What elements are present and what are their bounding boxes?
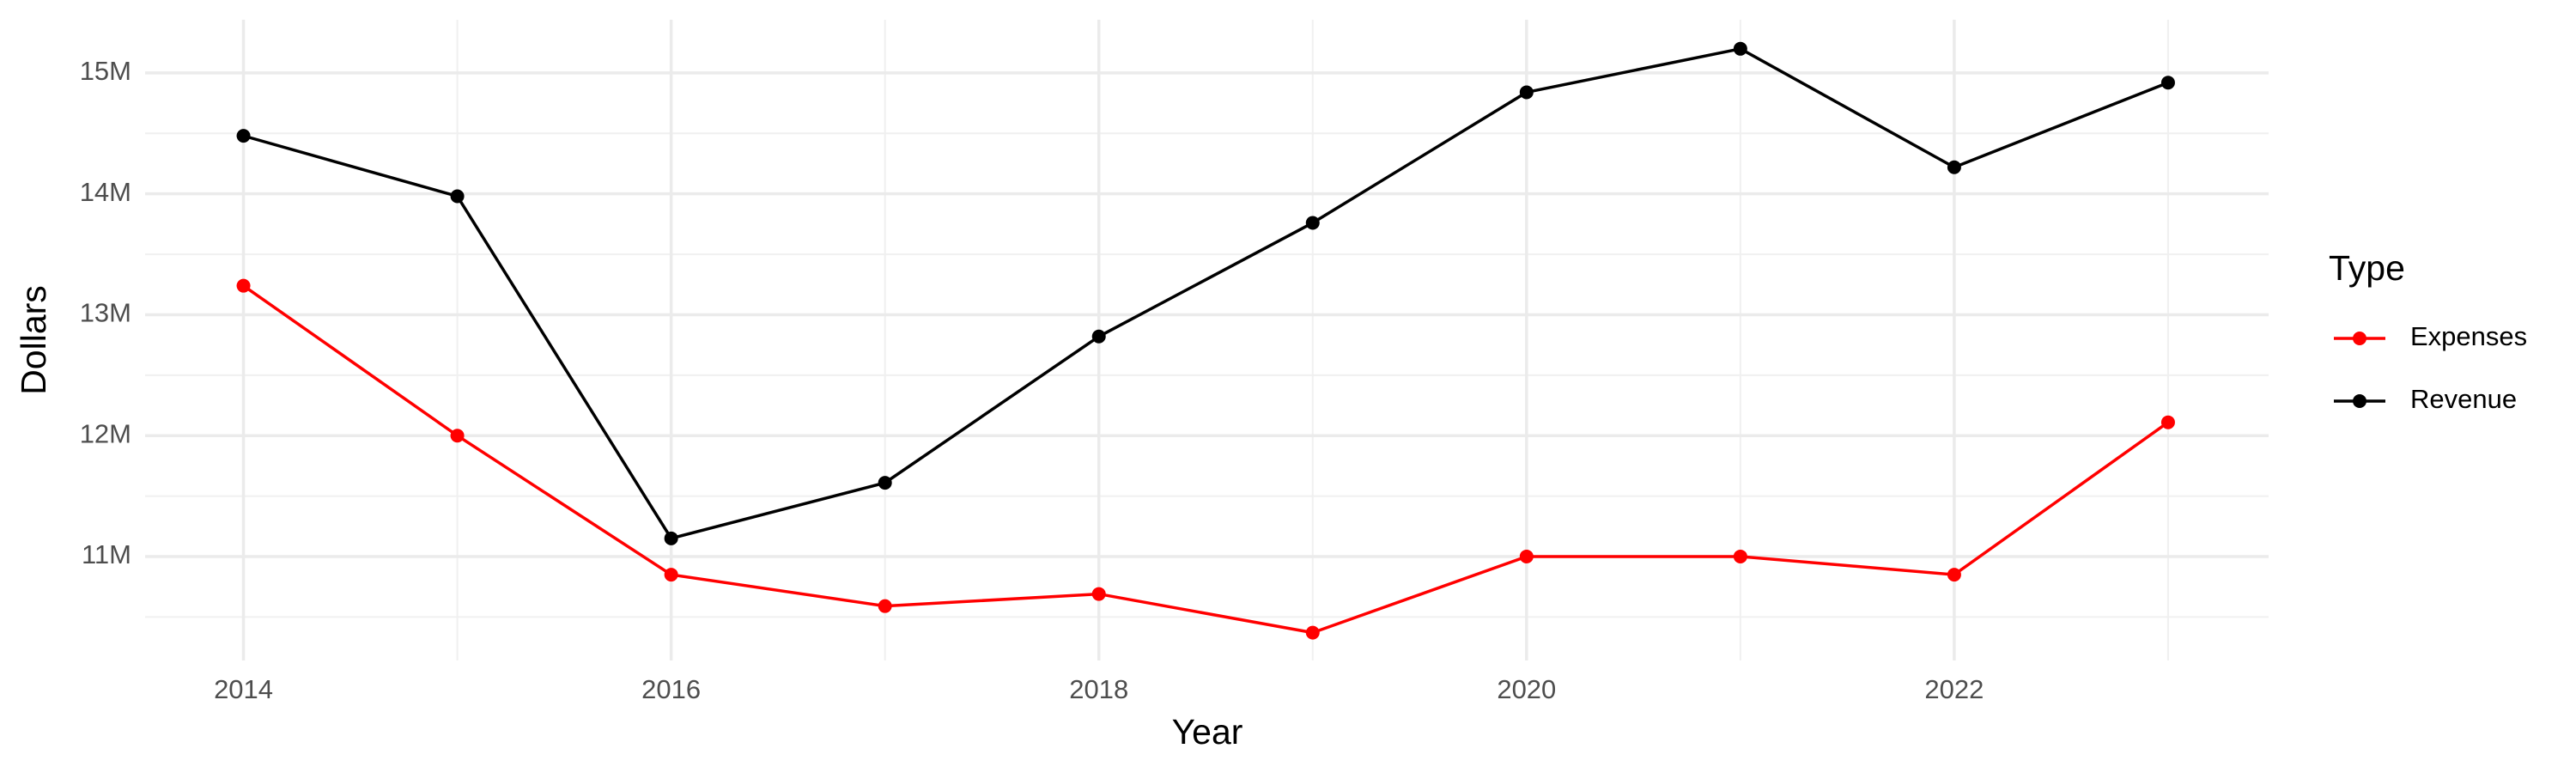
data-point	[1091, 329, 1106, 344]
data-point	[1305, 216, 1320, 230]
data-point	[1947, 160, 1961, 174]
data-point	[1733, 41, 1747, 56]
data-point	[450, 189, 465, 204]
series-line	[243, 46, 2169, 540]
x-tick-label: 2014	[214, 674, 273, 704]
y-tick-label: 13M	[80, 298, 131, 328]
x-tick-label: 2016	[641, 674, 701, 704]
y-tick-label: 14M	[80, 177, 131, 207]
data-point	[878, 476, 892, 490]
data-point	[664, 568, 678, 582]
data-point	[1519, 85, 1534, 100]
data-point	[450, 429, 465, 443]
data-point	[1519, 549, 1534, 563]
y-axis-title: Dollars	[14, 285, 53, 395]
data-point	[2160, 415, 2175, 429]
x-tick-label: 2022	[1924, 674, 1984, 704]
data-point	[1733, 549, 1747, 563]
x-tick-label: 2018	[1069, 674, 1128, 704]
data-point	[664, 531, 678, 545]
y-tick-label: 11M	[82, 539, 131, 569]
legend-title: Type	[2329, 248, 2405, 288]
data-point	[1091, 587, 1106, 601]
data-point	[236, 129, 251, 143]
x-tick-label: 2020	[1497, 674, 1556, 704]
data-point	[236, 278, 251, 293]
data-point	[878, 599, 892, 613]
y-tick-label: 12M	[80, 418, 131, 448]
data-point	[1305, 625, 1320, 640]
data-point	[2160, 76, 2175, 90]
x-axis-title: Year	[1172, 712, 1243, 752]
data-point	[1947, 568, 1961, 582]
legend-key-point	[2353, 332, 2366, 345]
y-tick-label: 15M	[80, 56, 131, 86]
legend-label: Expenses	[2410, 321, 2527, 351]
legend-label: Revenue	[2410, 384, 2517, 414]
series-line	[242, 284, 2169, 635]
legend-key-point	[2353, 394, 2366, 408]
